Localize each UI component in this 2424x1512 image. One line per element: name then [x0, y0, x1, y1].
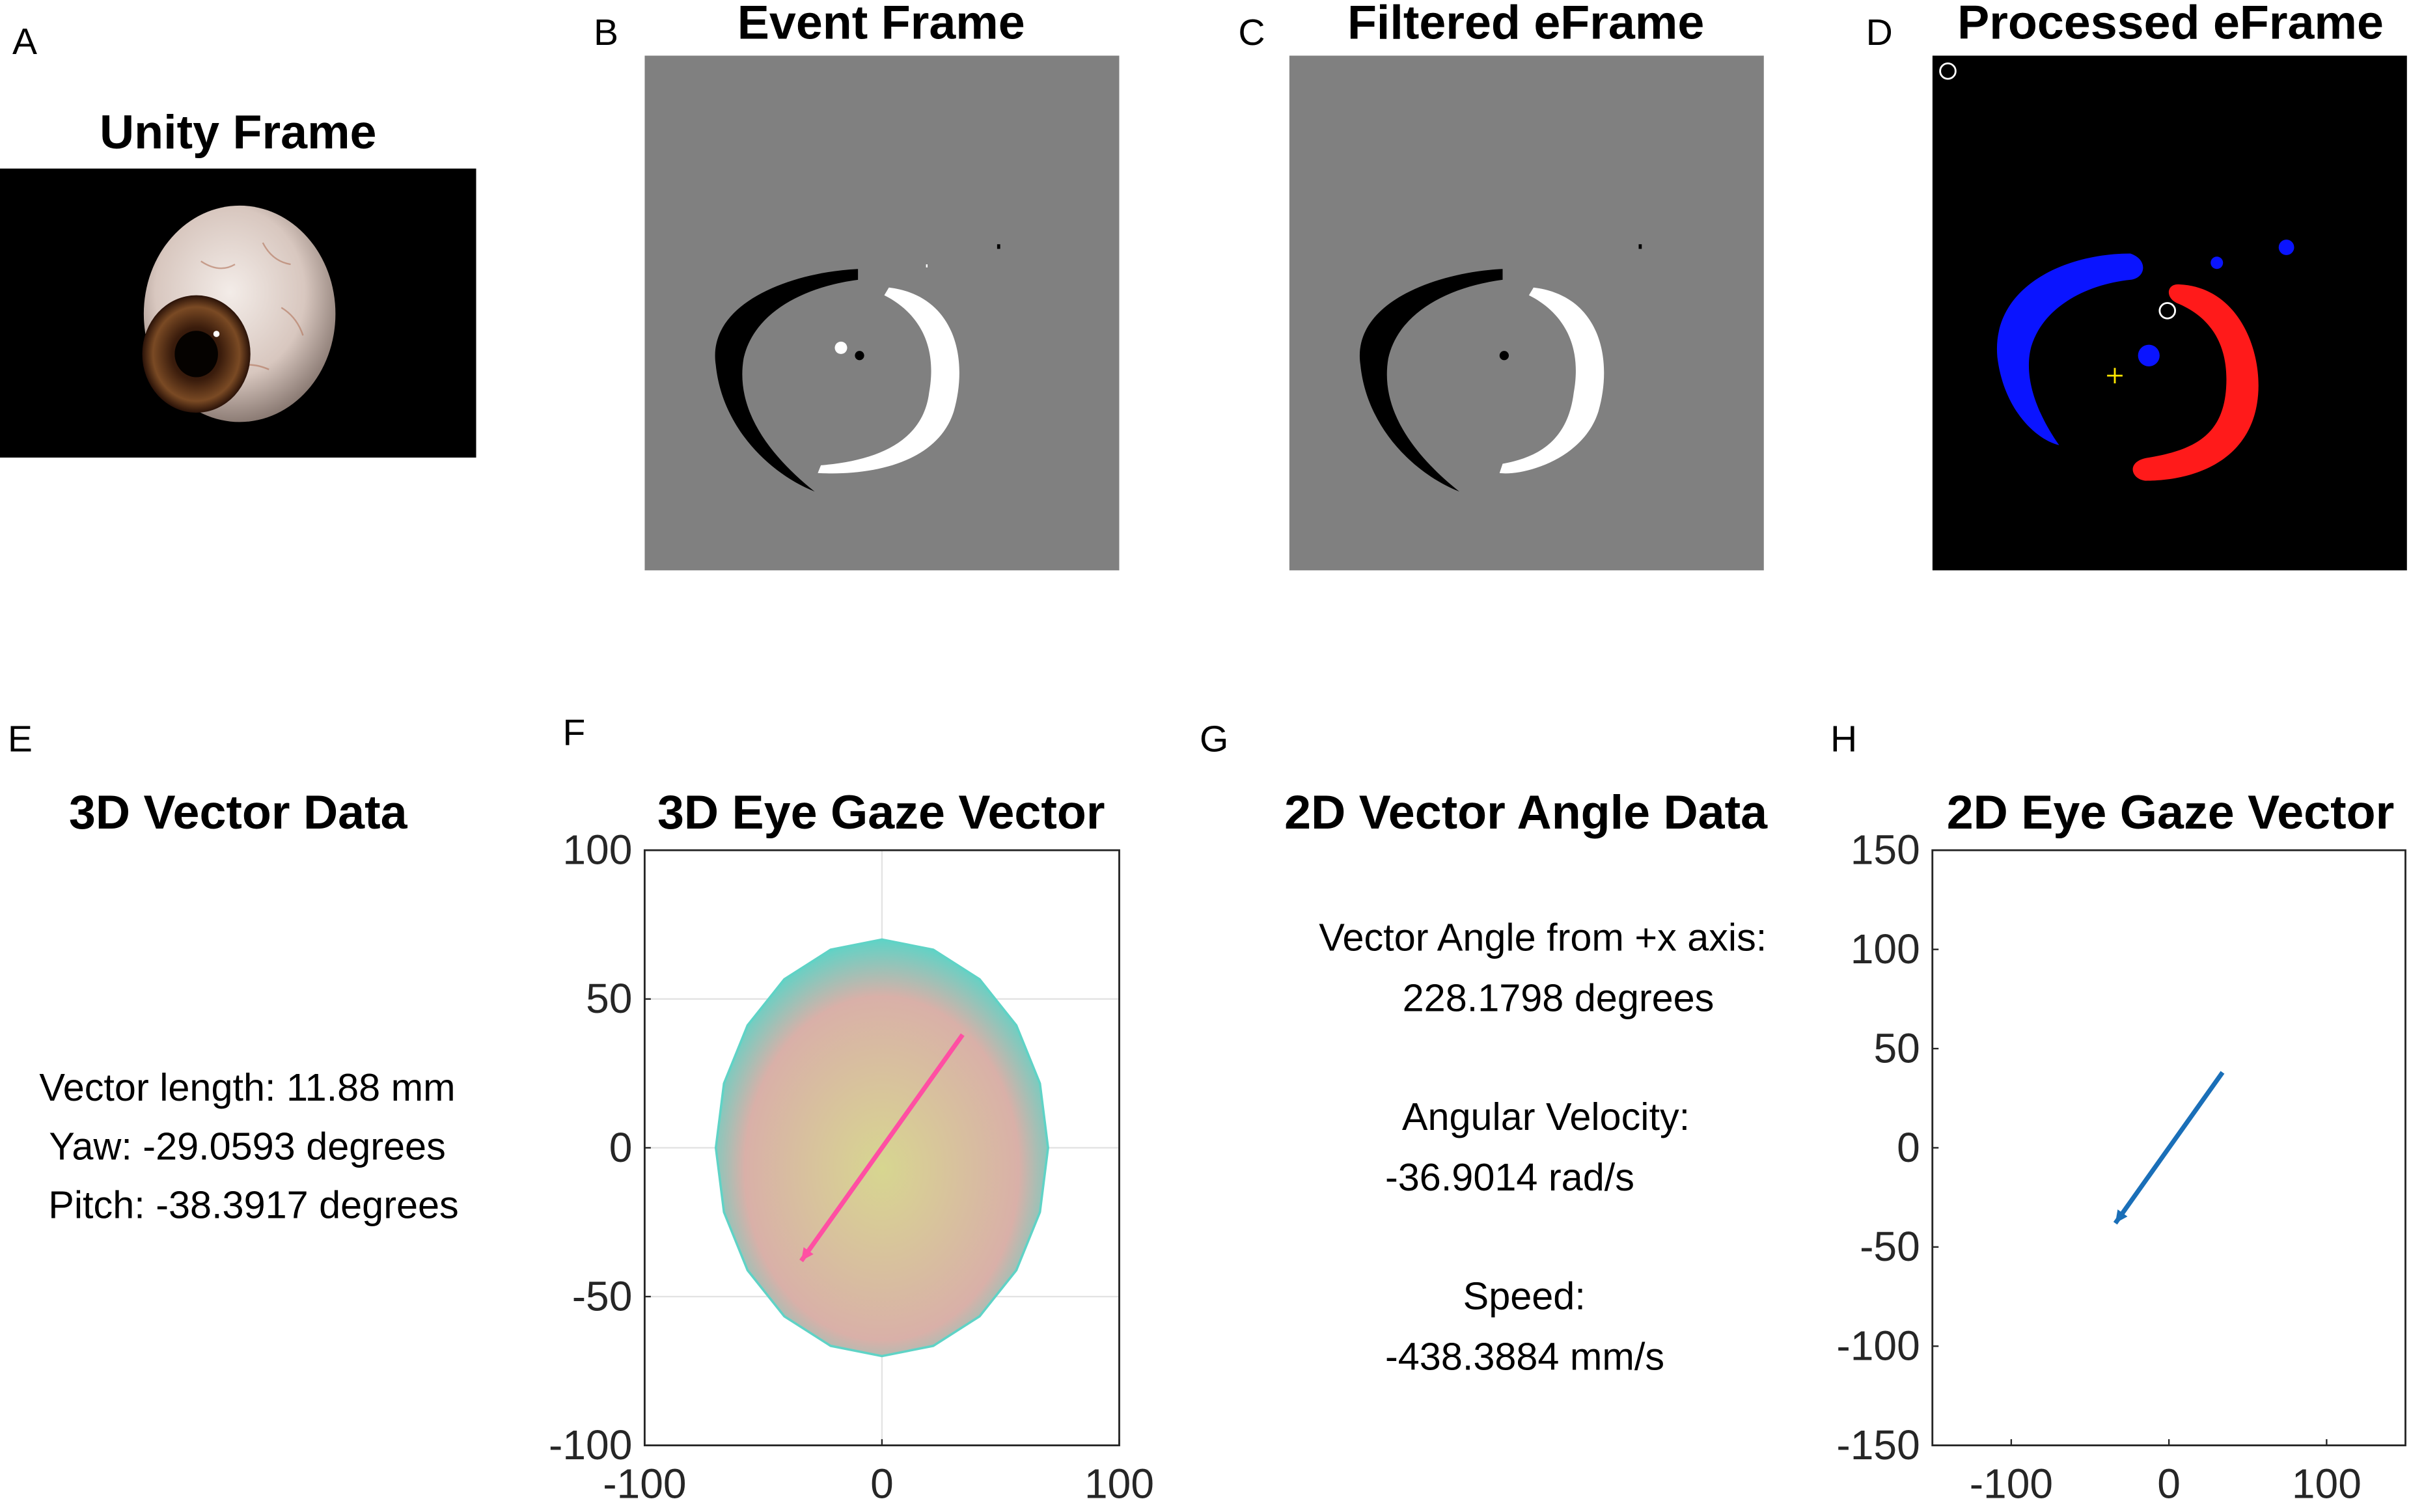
center-crosshair-icon [2107, 368, 2123, 383]
y-tick-label: -50 [1860, 1223, 1920, 1270]
corner-marker-icon [1939, 62, 1957, 80]
panel-label-c: C [1238, 12, 1265, 55]
angular-velocity-value: -36.9014 rad/s [1385, 1156, 1634, 1200]
y-tick-label: -100 [1836, 1323, 1920, 1369]
red-blob [2132, 284, 2259, 481]
y-tick-label: 50 [586, 975, 632, 1022]
y-tick-label: 100 [1851, 926, 1920, 972]
filtered-eframe-title: Filtered eFrame [1347, 0, 1705, 49]
gaze-vector-line [2113, 1071, 2225, 1225]
unity-frame-title: Unity Frame [99, 105, 377, 159]
processed-eframe-image [1932, 55, 2407, 571]
vector-angle-value: 228.1798 degrees [1402, 977, 1715, 1021]
filtered-eframe-image [1289, 55, 1764, 571]
chart-2d-title: 2D Eye Gaze Vector [1946, 785, 2395, 840]
panel-label-h: H [1830, 719, 1858, 761]
unity-frame-image [0, 168, 476, 458]
x-tick-label: 100 [2292, 1460, 2362, 1507]
gaze-vector-arrowhead [2115, 1209, 2128, 1224]
y-tick-label: -150 [1836, 1422, 1920, 1468]
panel-label-e: E [7, 719, 33, 761]
y-tick-label: -100 [549, 1422, 632, 1468]
event-frame-title: Event Frame [737, 0, 1025, 49]
angular-velocity-label: Angular Velocity: [1401, 1095, 1690, 1140]
panel-label-f: F [562, 712, 586, 754]
angle-data-title: 2D Vector Angle Data [1284, 785, 1768, 840]
y-tick-label: 100 [562, 827, 632, 873]
y-tick-label: -50 [572, 1272, 633, 1319]
panel-label-a: A [12, 21, 38, 64]
y-tick-label: 0 [1897, 1124, 1920, 1171]
panel-label-g: G [1200, 719, 1229, 761]
processed-eframe-title: Processed eFrame [1957, 0, 2384, 49]
chart-3d-gaze: -100 0 100 100 50 0 -50 -100 [549, 827, 1154, 1507]
speed-value: -438.3884 mm/s [1385, 1336, 1665, 1379]
pitch-text: Pitch: -38.3917 degrees [48, 1184, 459, 1228]
event-frame-image [644, 55, 1120, 571]
x-tick-label: -100 [603, 1460, 686, 1507]
x-tick-label: 0 [2157, 1460, 2181, 1507]
panel-label-b: B [594, 12, 619, 55]
x-tick-label: -100 [1970, 1460, 2053, 1507]
gaze-vector-arrowhead [801, 1247, 814, 1261]
panel-label-d: D [1866, 12, 1893, 55]
speed-label: Speed: [1463, 1275, 1586, 1319]
pupil [174, 331, 218, 378]
x-tick-label: 100 [1084, 1460, 1154, 1507]
y-tick-label: 50 [1873, 1024, 1920, 1071]
gaze-vector-line [799, 1033, 965, 1263]
y-tick-label: 0 [609, 1124, 633, 1171]
vector-data-title: 3D Vector Data [68, 785, 407, 840]
yaw-text: Yaw: -29.0593 degrees [49, 1125, 446, 1169]
blue-blob [1996, 253, 2143, 445]
vector-length-text: Vector length: 11.88 mm [39, 1066, 456, 1110]
chart-2d-gaze: -100 0 100 150 100 50 0 -50 -100 -150 [1836, 827, 2406, 1507]
vector-angle-label: Vector Angle from +x axis: [1319, 916, 1767, 960]
y-tick-label: 150 [1851, 827, 1920, 873]
chart-3d-title: 3D Eye Gaze Vector [657, 785, 1105, 840]
circle-marker-icon [2158, 302, 2177, 320]
x-tick-label: 0 [870, 1460, 894, 1507]
